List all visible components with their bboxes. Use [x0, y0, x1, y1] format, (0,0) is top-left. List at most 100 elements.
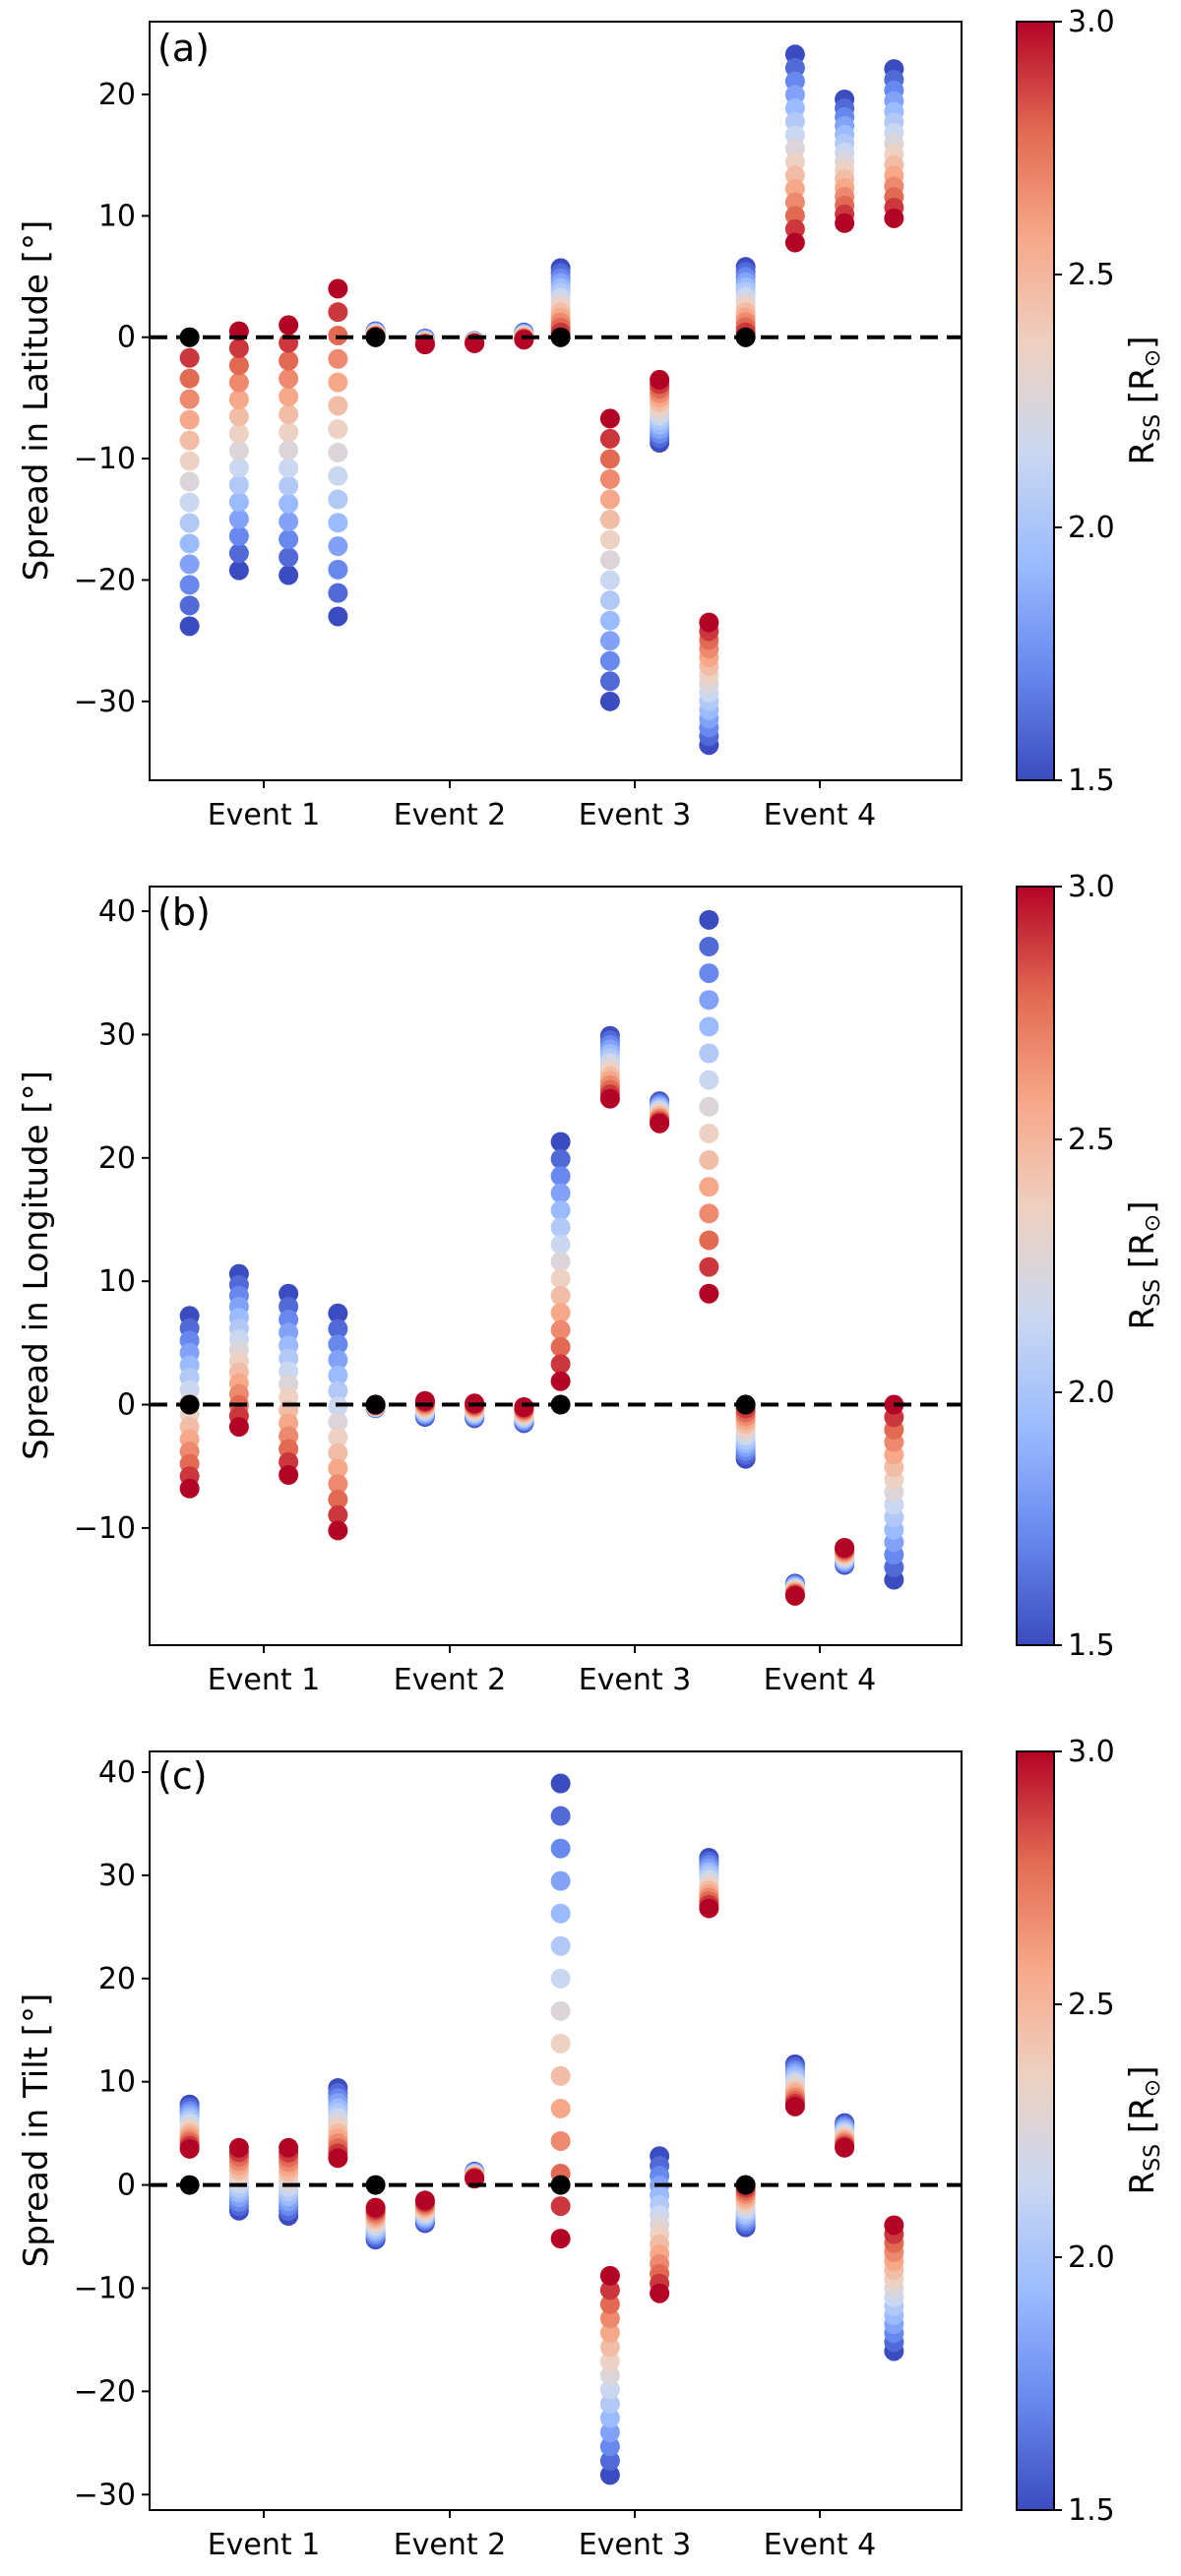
data-point: [228, 423, 249, 444]
data-point: [328, 1350, 348, 1371]
data-point: [599, 650, 620, 671]
data-point: [599, 550, 620, 571]
data-point: [650, 369, 670, 390]
data-point: [599, 449, 620, 469]
data-point: [279, 529, 299, 550]
data-point: [179, 471, 200, 492]
data-point: [599, 2408, 620, 2428]
data-point: [179, 575, 200, 595]
plot-area: [142, 21, 963, 788]
data-point: [650, 2283, 670, 2303]
data-point: [228, 560, 249, 581]
data-point: [550, 1935, 571, 1956]
data-point: [328, 348, 348, 369]
ytick-label: 30: [98, 1859, 136, 1893]
data-point: [550, 1319, 571, 1340]
data-point: [550, 2033, 571, 2054]
data-point: [599, 2436, 620, 2457]
data-point: [328, 1427, 348, 1447]
reference-point: [735, 327, 756, 347]
ytick-label: −20: [74, 563, 136, 597]
xtick-event-4: Event 4: [764, 2528, 877, 2562]
data-point: [328, 2148, 348, 2169]
panel-label-b: (b): [157, 890, 211, 934]
ytick-label: 20: [98, 1141, 136, 1176]
data-point: [784, 2096, 805, 2116]
data-point: [699, 1043, 719, 1064]
ytick-label: 20: [98, 78, 136, 112]
data-point: [279, 422, 299, 443]
data-point: [328, 465, 348, 486]
colorbar-tick: 2.5: [1068, 1123, 1115, 1157]
data-point: [228, 474, 249, 495]
data-point: [279, 512, 299, 532]
data-point: [228, 492, 249, 513]
data-point: [179, 409, 200, 430]
data-point: [550, 1806, 571, 1826]
data-point: [179, 492, 200, 513]
data-point: [414, 2190, 435, 2211]
panel-a-latitude: (a) Spread in Latitude [°] Event 1 Event…: [17, 27, 876, 832]
data-point: [328, 1474, 348, 1495]
colorbar-label-suffix: [R: [1123, 2097, 1162, 2144]
data-point: [328, 559, 348, 580]
data-point: [550, 2229, 571, 2249]
data-point: [328, 278, 348, 299]
data-point: [550, 1336, 571, 1357]
data-point: [699, 1016, 719, 1037]
colorbar-label-sub: SS: [1141, 1279, 1165, 1307]
data-point: [599, 2365, 620, 2386]
data-point: [599, 2280, 620, 2300]
data-point: [699, 1230, 719, 1251]
data-point: [884, 208, 904, 228]
data-point: [550, 1252, 571, 1272]
data-point: [328, 302, 348, 323]
data-point: [328, 1334, 348, 1355]
colorbar-tick: 2.0: [1068, 2240, 1115, 2275]
colorbar-label-sub: SS: [1141, 414, 1165, 442]
data-point: [328, 513, 348, 533]
colorbar-tick: 3.0: [1068, 1735, 1115, 1769]
ylabel-latitude: Spread in Latitude [°]: [17, 220, 56, 582]
data-point: [328, 1489, 348, 1509]
data-point: [599, 529, 620, 550]
data-point: [279, 565, 299, 585]
data-point: [699, 1070, 719, 1090]
data-point: [414, 1390, 435, 1411]
colorbar-bar: [1016, 21, 1055, 781]
data-point: [599, 2265, 620, 2286]
ytick-label: 0: [117, 2169, 136, 2203]
data-point: [279, 458, 299, 478]
xtick-event-1: Event 1: [208, 2528, 321, 2562]
reference-point: [365, 327, 386, 347]
reference-point: [179, 327, 200, 347]
reference-point: [735, 2175, 756, 2195]
data-point: [599, 631, 620, 651]
data-point: [328, 372, 348, 393]
data-point: [550, 1838, 571, 1859]
data-point: [179, 595, 200, 616]
data-point: [328, 583, 348, 603]
data-point: [550, 1773, 571, 1794]
data-point: [228, 509, 249, 529]
colorbar-tick: 2.0: [1068, 1376, 1115, 1410]
ytick-label: −10: [74, 1511, 136, 1546]
data-point: [599, 2294, 620, 2314]
data-point: [699, 963, 719, 984]
colorbar-label: RSS [R⊙]: [1123, 1201, 1165, 1330]
data-point: [328, 442, 348, 462]
data-point: [328, 396, 348, 416]
colorbar-b: 3.0 2.5 2.0 1.5 RSS [R⊙]: [1068, 870, 1165, 1663]
data-point: [599, 691, 620, 711]
data-point: [179, 616, 200, 637]
data-point: [328, 536, 348, 557]
data-point: [599, 489, 620, 510]
reference-point: [550, 1394, 571, 1415]
data-point: [550, 1968, 571, 1989]
colorbar-tick: 1.5: [1068, 1628, 1115, 1663]
data-point: [228, 441, 249, 461]
xtick-event-3: Event 3: [579, 798, 692, 832]
data-point: [328, 1303, 348, 1323]
colorbar-label-main: R: [1123, 442, 1162, 465]
